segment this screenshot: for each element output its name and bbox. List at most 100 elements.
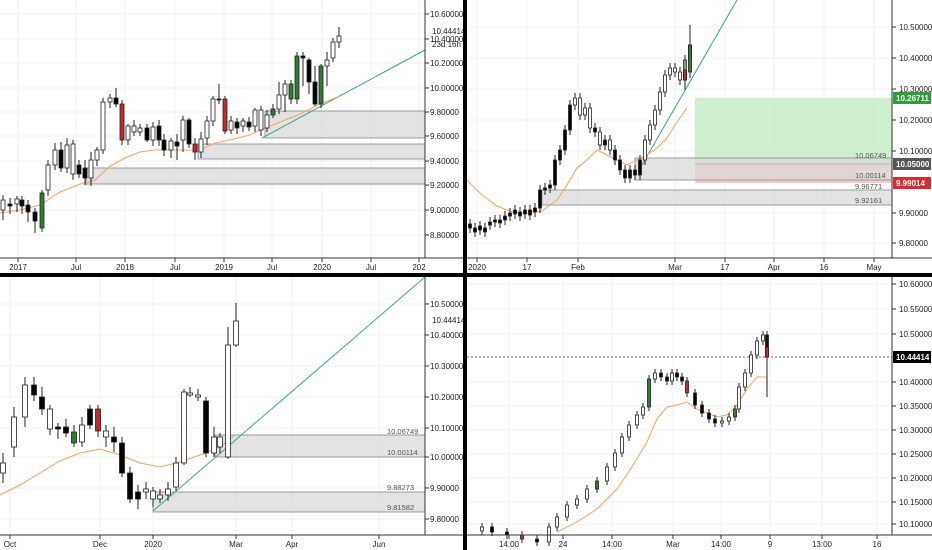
y-axis-tick-label: 10.60000 [430, 10, 463, 19]
daily-chart-pane[interactable]: 10.50000 10.40000 10.30000 10.20000 10.10000… [467, 0, 932, 273]
trend-line [641, 0, 738, 166]
candle-body [480, 526, 484, 532]
candle-body [270, 108, 276, 116]
candle-body [638, 159, 642, 176]
x-axis-tick-label: May [866, 263, 881, 272]
y-axis-tick-label: 8.80000 [430, 231, 459, 240]
candle-body [225, 344, 231, 458]
candle-body [680, 376, 684, 382]
candle-body [222, 98, 228, 132]
candle-body [165, 488, 171, 496]
candle-body [518, 211, 522, 217]
y-axis-tick-label: 10.20000 [430, 393, 463, 402]
x-axis-tick-label: Jul [366, 263, 376, 272]
candle-body [608, 139, 612, 151]
y-axis-tick-label: 10.25000 [899, 450, 932, 459]
candle-body [673, 67, 677, 73]
level-label: 9.81582 [387, 503, 414, 512]
daily-zoom-chart[interactable]: 10.50000 10.40000 10.30000 10.20000 10.10000… [0, 277, 463, 550]
candle-body [623, 169, 627, 179]
weekly-chart-pane[interactable]: 10.60000 10.40000 10.20000 10.00000 9.80000 9… [0, 0, 463, 273]
x-axis-tick-label: Apr [768, 263, 781, 272]
daily-zoom-chart-pane[interactable]: 10.50000 10.40000 10.30000 10.20000 10.10000… [0, 277, 463, 550]
y-axis-tick-label: 9.80000 [430, 515, 459, 524]
y-axis-tick-label: 10.20000 [430, 59, 463, 68]
level-label: 10.00114 [855, 171, 886, 180]
candle-body [113, 97, 119, 105]
current-price-label: 10.44414 [896, 353, 930, 362]
x-axis-tick-label: Jul [170, 263, 180, 272]
candle-body [204, 120, 210, 139]
candle-body [720, 420, 724, 424]
candle-body [533, 207, 537, 213]
candle-body [47, 408, 53, 430]
candle-body [643, 139, 647, 161]
candle-body [107, 97, 113, 103]
candle-body [228, 120, 234, 131]
candle-body [25, 204, 31, 213]
x-axis-tick-label: Feb [571, 263, 585, 272]
candle-body [180, 119, 186, 141]
candle-body [578, 97, 582, 116]
candle-body [95, 408, 101, 432]
candle-body [161, 139, 167, 151]
candle-body [181, 391, 187, 464]
candle-body [685, 380, 689, 394]
candle-body [713, 418, 717, 424]
daily-chart[interactable]: 10.50000 10.40000 10.30000 10.20000 10.10000… [467, 0, 932, 273]
candle-body [173, 462, 179, 488]
y-axis-tick-label: 10.50000 [899, 330, 932, 339]
y-axis-tick-label: 10.10000 [430, 424, 463, 433]
candle-body [103, 430, 109, 438]
level-label: 9.92161 [855, 196, 882, 205]
candle-body [563, 129, 567, 151]
candle-body [555, 516, 559, 528]
candle-body [493, 219, 497, 223]
candle-body [573, 97, 577, 106]
candle-body [498, 219, 502, 224]
candle-body [216, 98, 222, 101]
profit-zone [695, 98, 892, 164]
supply-demand-zone [264, 110, 426, 139]
x-axis-tick-label: 2017 [9, 263, 27, 272]
x-axis-tick-label: 13:00 [812, 540, 833, 549]
x-axis-tick-label: 2020 [313, 263, 331, 272]
candle-body [588, 107, 592, 129]
candle-body [318, 65, 324, 105]
supply-demand-zone [152, 491, 426, 513]
candle-body [647, 378, 651, 408]
candle-body [282, 83, 288, 96]
y-axis-tick-label: 10.55000 [899, 305, 932, 314]
candle-body [14, 198, 20, 205]
y-axis-tick-label: 10.20000 [899, 474, 932, 483]
x-axis-tick-label: 14:00 [711, 540, 732, 549]
candle-body [7, 203, 13, 207]
intraday-chart-pane[interactable]: 10.60000 10.55000 10.50000 10.40000 10.35000… [467, 277, 932, 550]
supply-demand-zone [85, 167, 426, 185]
candle-body [324, 59, 330, 67]
candle-body [675, 372, 679, 378]
candle-body [659, 372, 663, 378]
y-axis-tick-label: 9.60000 [430, 132, 459, 141]
horizontal-divider[interactable] [0, 273, 932, 277]
stop-price-label: 9.99014 [896, 179, 925, 188]
candle-body [613, 452, 617, 468]
candle-body [135, 491, 141, 500]
supply-demand-zone [197, 143, 426, 160]
candle-body [168, 140, 174, 151]
weekly-chart[interactable]: 10.60000 10.40000 10.20000 10.00000 9.80000 9… [0, 0, 463, 273]
candle-body [76, 164, 82, 175]
candle-body [668, 67, 672, 76]
intraday-chart[interactable]: 10.60000 10.55000 10.50000 10.40000 10.35000… [467, 277, 932, 550]
candle-body [528, 209, 532, 216]
candle-body [488, 221, 492, 226]
candle-body [575, 498, 579, 506]
candle-body [670, 372, 674, 382]
candle-body [658, 91, 662, 111]
candle-body [595, 480, 599, 490]
candle-body [641, 406, 645, 416]
candle-body [294, 55, 300, 100]
candle-body [483, 227, 487, 233]
x-axis-tick-label: Mar [229, 540, 243, 549]
candle-body [306, 59, 312, 83]
